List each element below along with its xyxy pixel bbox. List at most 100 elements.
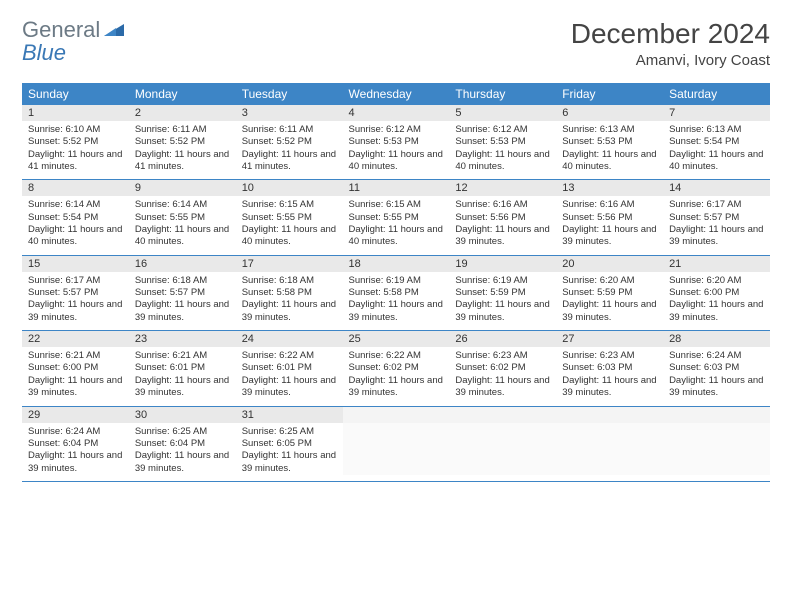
daylight-line: Daylight: 11 hours and 39 minutes. bbox=[562, 375, 656, 398]
sunrise-line: Sunrise: 6:11 AM bbox=[135, 124, 207, 135]
calendar-cell: 15Sunrise: 6:17 AMSunset: 5:57 PMDayligh… bbox=[22, 255, 129, 330]
day-number: 27 bbox=[556, 331, 663, 347]
sunset-line: Sunset: 6:03 PM bbox=[562, 362, 632, 373]
calendar-cell: 3Sunrise: 6:11 AMSunset: 5:52 PMDaylight… bbox=[236, 105, 343, 180]
sunrise-line: Sunrise: 6:21 AM bbox=[135, 350, 207, 361]
logo-text: General Blue bbox=[22, 18, 100, 64]
calendar-cell: 18Sunrise: 6:19 AMSunset: 5:58 PMDayligh… bbox=[343, 255, 450, 330]
day-number: 9 bbox=[129, 180, 236, 196]
sunset-line: Sunset: 5:54 PM bbox=[669, 136, 739, 147]
day-body: Sunrise: 6:24 AMSunset: 6:04 PMDaylight:… bbox=[22, 423, 129, 481]
weekday-header: Tuesday bbox=[236, 83, 343, 105]
sunrise-line: Sunrise: 6:22 AM bbox=[242, 350, 314, 361]
calendar-cell: 7Sunrise: 6:13 AMSunset: 5:54 PMDaylight… bbox=[663, 105, 770, 180]
day-body: Sunrise: 6:19 AMSunset: 5:58 PMDaylight:… bbox=[343, 272, 450, 330]
logo-mark-icon bbox=[104, 20, 126, 43]
day-body: Sunrise: 6:18 AMSunset: 5:58 PMDaylight:… bbox=[236, 272, 343, 330]
sunrise-line: Sunrise: 6:14 AM bbox=[135, 199, 207, 210]
daylight-line: Daylight: 11 hours and 39 minutes. bbox=[28, 375, 122, 398]
calendar-cell bbox=[556, 406, 663, 481]
calendar-cell: 30Sunrise: 6:25 AMSunset: 6:04 PMDayligh… bbox=[129, 406, 236, 481]
day-body: Sunrise: 6:24 AMSunset: 6:03 PMDaylight:… bbox=[663, 347, 770, 405]
sunset-line: Sunset: 5:57 PM bbox=[135, 287, 205, 298]
calendar-cell: 26Sunrise: 6:23 AMSunset: 6:02 PMDayligh… bbox=[449, 331, 556, 406]
logo: General Blue bbox=[22, 18, 126, 64]
calendar-cell bbox=[449, 406, 556, 481]
calendar-cell bbox=[663, 406, 770, 481]
day-number: 20 bbox=[556, 256, 663, 272]
day-body: Sunrise: 6:25 AMSunset: 6:05 PMDaylight:… bbox=[236, 423, 343, 481]
daylight-line: Daylight: 11 hours and 39 minutes. bbox=[562, 224, 656, 247]
sunset-line: Sunset: 5:58 PM bbox=[242, 287, 312, 298]
sunrise-line: Sunrise: 6:12 AM bbox=[349, 124, 421, 135]
day-body: Sunrise: 6:17 AMSunset: 5:57 PMDaylight:… bbox=[22, 272, 129, 330]
day-number: 18 bbox=[343, 256, 450, 272]
sunset-line: Sunset: 6:00 PM bbox=[669, 287, 739, 298]
daylight-line: Daylight: 11 hours and 39 minutes. bbox=[455, 299, 549, 322]
calendar-cell: 19Sunrise: 6:19 AMSunset: 5:59 PMDayligh… bbox=[449, 255, 556, 330]
sunset-line: Sunset: 5:56 PM bbox=[455, 212, 525, 223]
day-body: Sunrise: 6:22 AMSunset: 6:02 PMDaylight:… bbox=[343, 347, 450, 405]
day-number: 6 bbox=[556, 105, 663, 121]
day-number: 4 bbox=[343, 105, 450, 121]
day-body: Sunrise: 6:23 AMSunset: 6:02 PMDaylight:… bbox=[449, 347, 556, 405]
calendar-cell: 28Sunrise: 6:24 AMSunset: 6:03 PMDayligh… bbox=[663, 331, 770, 406]
sunset-line: Sunset: 5:52 PM bbox=[242, 136, 312, 147]
day-body: Sunrise: 6:20 AMSunset: 5:59 PMDaylight:… bbox=[556, 272, 663, 330]
sunset-line: Sunset: 6:04 PM bbox=[135, 438, 205, 449]
day-body: Sunrise: 6:14 AMSunset: 5:54 PMDaylight:… bbox=[22, 196, 129, 254]
sunrise-line: Sunrise: 6:17 AM bbox=[28, 275, 100, 286]
sunrise-line: Sunrise: 6:15 AM bbox=[242, 199, 314, 210]
daylight-line: Daylight: 11 hours and 41 minutes. bbox=[28, 149, 122, 172]
day-number: 30 bbox=[129, 407, 236, 423]
calendar-cell: 16Sunrise: 6:18 AMSunset: 5:57 PMDayligh… bbox=[129, 255, 236, 330]
daylight-line: Daylight: 11 hours and 41 minutes. bbox=[135, 149, 229, 172]
calendar-cell: 21Sunrise: 6:20 AMSunset: 6:00 PMDayligh… bbox=[663, 255, 770, 330]
day-body: Sunrise: 6:16 AMSunset: 5:56 PMDaylight:… bbox=[449, 196, 556, 254]
calendar-cell: 20Sunrise: 6:20 AMSunset: 5:59 PMDayligh… bbox=[556, 255, 663, 330]
daylight-line: Daylight: 11 hours and 39 minutes. bbox=[455, 224, 549, 247]
day-body: Sunrise: 6:21 AMSunset: 6:00 PMDaylight:… bbox=[22, 347, 129, 405]
calendar-table: SundayMondayTuesdayWednesdayThursdayFrid… bbox=[22, 83, 770, 482]
sunset-line: Sunset: 6:02 PM bbox=[455, 362, 525, 373]
day-number: 31 bbox=[236, 407, 343, 423]
sunset-line: Sunset: 6:05 PM bbox=[242, 438, 312, 449]
calendar-cell: 31Sunrise: 6:25 AMSunset: 6:05 PMDayligh… bbox=[236, 406, 343, 481]
sunrise-line: Sunrise: 6:19 AM bbox=[455, 275, 527, 286]
sunset-line: Sunset: 6:04 PM bbox=[28, 438, 98, 449]
sunset-line: Sunset: 5:59 PM bbox=[562, 287, 632, 298]
page-header: General Blue December 2024 Amanvi, Ivory… bbox=[22, 18, 770, 69]
day-body: Sunrise: 6:18 AMSunset: 5:57 PMDaylight:… bbox=[129, 272, 236, 330]
day-number: 28 bbox=[663, 331, 770, 347]
day-number: 26 bbox=[449, 331, 556, 347]
daylight-line: Daylight: 11 hours and 39 minutes. bbox=[28, 450, 122, 473]
daylight-line: Daylight: 11 hours and 40 minutes. bbox=[135, 224, 229, 247]
day-body: Sunrise: 6:12 AMSunset: 5:53 PMDaylight:… bbox=[449, 121, 556, 179]
sunset-line: Sunset: 5:53 PM bbox=[349, 136, 419, 147]
daylight-line: Daylight: 11 hours and 39 minutes. bbox=[455, 375, 549, 398]
calendar-cell: 24Sunrise: 6:22 AMSunset: 6:01 PMDayligh… bbox=[236, 331, 343, 406]
sunrise-line: Sunrise: 6:11 AM bbox=[242, 124, 314, 135]
calendar-cell: 29Sunrise: 6:24 AMSunset: 6:04 PMDayligh… bbox=[22, 406, 129, 481]
calendar-cell: 4Sunrise: 6:12 AMSunset: 5:53 PMDaylight… bbox=[343, 105, 450, 180]
calendar-body: 1Sunrise: 6:10 AMSunset: 5:52 PMDaylight… bbox=[22, 105, 770, 481]
day-body: Sunrise: 6:21 AMSunset: 6:01 PMDaylight:… bbox=[129, 347, 236, 405]
calendar-cell: 13Sunrise: 6:16 AMSunset: 5:56 PMDayligh… bbox=[556, 180, 663, 255]
daylight-line: Daylight: 11 hours and 39 minutes. bbox=[242, 450, 336, 473]
sunrise-line: Sunrise: 6:10 AM bbox=[28, 124, 100, 135]
day-body: Sunrise: 6:10 AMSunset: 5:52 PMDaylight:… bbox=[22, 121, 129, 179]
sunset-line: Sunset: 5:59 PM bbox=[455, 287, 525, 298]
daylight-line: Daylight: 11 hours and 40 minutes. bbox=[242, 224, 336, 247]
calendar-cell: 25Sunrise: 6:22 AMSunset: 6:02 PMDayligh… bbox=[343, 331, 450, 406]
day-number: 14 bbox=[663, 180, 770, 196]
calendar-cell: 11Sunrise: 6:15 AMSunset: 5:55 PMDayligh… bbox=[343, 180, 450, 255]
daylight-line: Daylight: 11 hours and 39 minutes. bbox=[349, 299, 443, 322]
sunset-line: Sunset: 5:52 PM bbox=[135, 136, 205, 147]
sunset-line: Sunset: 5:53 PM bbox=[455, 136, 525, 147]
calendar-cell: 23Sunrise: 6:21 AMSunset: 6:01 PMDayligh… bbox=[129, 331, 236, 406]
sunset-line: Sunset: 5:58 PM bbox=[349, 287, 419, 298]
daylight-line: Daylight: 11 hours and 39 minutes. bbox=[669, 375, 763, 398]
sunrise-line: Sunrise: 6:22 AM bbox=[349, 350, 421, 361]
calendar-cell: 8Sunrise: 6:14 AMSunset: 5:54 PMDaylight… bbox=[22, 180, 129, 255]
sunrise-line: Sunrise: 6:18 AM bbox=[135, 275, 207, 286]
